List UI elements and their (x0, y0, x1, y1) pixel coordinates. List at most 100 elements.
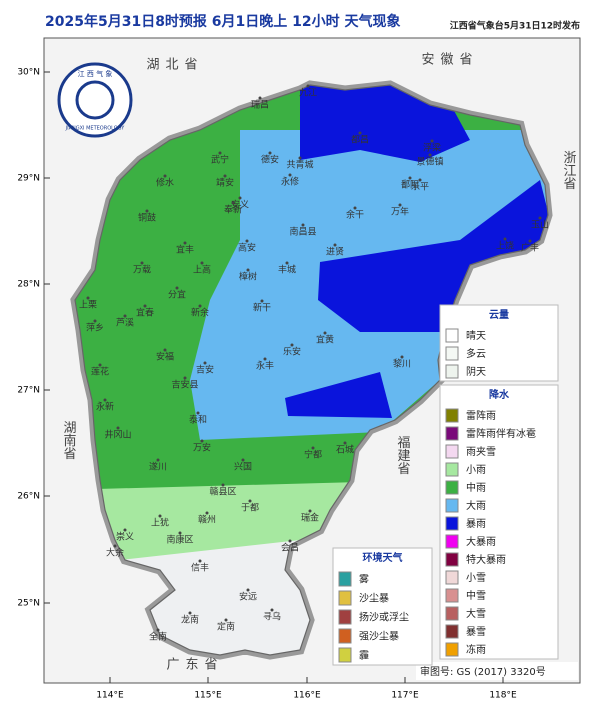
legend-swatch (338, 628, 352, 644)
legend-label: 小雨 (466, 464, 486, 476)
city-dot (333, 243, 337, 247)
city-dot (175, 286, 179, 290)
city-dot (221, 483, 225, 487)
province-label: 福建省 (395, 436, 411, 475)
legend-swatch (445, 570, 459, 585)
city-dot (241, 458, 245, 462)
city-dot (205, 511, 209, 515)
city-label: 南康区 (166, 534, 193, 546)
legend-swatch (445, 516, 459, 531)
city-dot (123, 314, 127, 318)
city-dot (260, 299, 264, 303)
city-label: 崇义 (116, 532, 134, 543)
legend-swatch (445, 606, 459, 621)
city-label: 莲花 (91, 366, 109, 378)
city-dot (231, 201, 235, 205)
city-label: 安义 (231, 199, 249, 211)
legend-swatch (445, 588, 459, 603)
city-label: 芦溪 (116, 317, 134, 329)
city-label: 乐安 (283, 346, 301, 358)
city-label: 德安 (261, 154, 279, 166)
approval: 审图号: GS (2017) 3320号 (420, 665, 546, 678)
legend-swatch (445, 462, 459, 477)
city-label: 全南 (149, 631, 167, 643)
city-label: 龙南 (181, 614, 199, 626)
city-dot (288, 173, 292, 177)
city-dot (163, 174, 167, 178)
legend-label: 冻雨 (466, 643, 486, 656)
legend-label: 雨夹雪 (466, 445, 496, 458)
lon-label: 117°E (391, 691, 419, 701)
legend-label: 中雨 (466, 481, 486, 494)
legend-swatch (338, 647, 352, 663)
city-label: 武宁 (211, 154, 229, 166)
publisher: 江西省气象台5月31日12时发布 (450, 20, 580, 32)
city-label: 会昌 (281, 542, 299, 554)
city-dot (311, 446, 315, 450)
legend-title: 云量 (489, 308, 509, 321)
lat-label: 29°N (17, 174, 40, 184)
city-label: 新干 (253, 302, 271, 314)
city-dot (430, 139, 434, 143)
city-label: 瑞昌 (251, 99, 269, 111)
city-label: 樟树 (239, 271, 257, 283)
city-label: 大余 (106, 547, 124, 559)
city-dot (245, 239, 249, 243)
legend-box (439, 304, 559, 382)
region-rainstorm (318, 180, 548, 332)
legend-label: 雷阵雨 (466, 409, 496, 422)
city-dot (298, 156, 302, 160)
city-dot (503, 237, 507, 241)
city-label: 永修 (281, 176, 299, 188)
legend-swatch (445, 444, 459, 459)
city-label: 上高 (193, 264, 211, 276)
city-label: 万载 (133, 264, 151, 276)
city-dot (246, 268, 250, 272)
legend-swatch (338, 571, 352, 587)
city-dot (246, 588, 250, 592)
city-dot (306, 84, 310, 88)
city-label: 石城 (336, 445, 354, 456)
lat-label: 28°N (17, 280, 40, 290)
legend-label: 特大暴雨 (466, 553, 506, 566)
legend-swatch (445, 364, 459, 379)
city-dot (538, 216, 542, 220)
city-dot (116, 426, 120, 430)
city-dot (198, 304, 202, 308)
logo-ring (57, 62, 133, 138)
city-dot (263, 357, 267, 361)
city-dot (428, 153, 432, 157)
legend-swatch (445, 498, 459, 513)
city-dot (353, 206, 357, 210)
city-label: 安远 (239, 591, 257, 603)
city-dot (86, 296, 90, 300)
city-dot (268, 151, 272, 155)
city-label: 九江 (299, 88, 317, 99)
city-dot (113, 544, 117, 548)
city-label: 宁都 (304, 449, 322, 461)
lat-label: 27°N (17, 386, 40, 396)
legend-swatch (445, 328, 459, 343)
city-dot (145, 209, 149, 213)
city-dot (218, 151, 222, 155)
city-label: 分宜 (168, 289, 186, 301)
legend-label: 大雪 (466, 607, 486, 620)
legend-label: 阴天 (466, 366, 486, 378)
lon-label: 116°E (293, 691, 321, 701)
city-label: 宜春 (136, 307, 154, 319)
city-dot (140, 261, 144, 265)
city-dot (408, 176, 412, 180)
city-dot (158, 514, 162, 518)
city-label: 兴国 (234, 462, 252, 473)
lat-label: 26°N (17, 492, 40, 502)
legend-swatch (445, 408, 459, 423)
city-dot (143, 304, 147, 308)
legend-title: 降水 (489, 388, 510, 401)
city-dot (290, 343, 294, 347)
city-label: 赣州 (198, 514, 216, 526)
city-dot (183, 241, 187, 245)
city-dot (93, 319, 97, 323)
city-dot (200, 439, 204, 443)
city-label: 浮梁 (423, 142, 441, 154)
